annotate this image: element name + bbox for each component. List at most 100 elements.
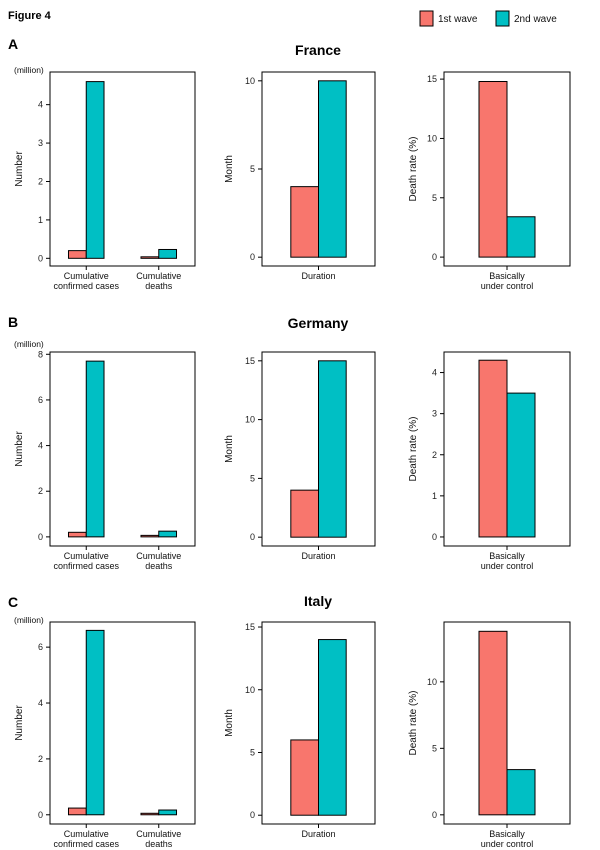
bar-wave1 xyxy=(67,807,87,816)
category-label: Duration xyxy=(301,271,335,281)
bar-wave2 xyxy=(158,809,178,816)
category-label: Cumulative confirmed cases xyxy=(53,829,119,849)
bar-wave2 xyxy=(85,629,105,816)
y-tick-label: 3 xyxy=(38,138,43,148)
category-label: Cumulative deaths xyxy=(136,551,181,571)
category-label: Basically under control xyxy=(481,551,534,571)
y-tick-label: 6 xyxy=(38,395,43,405)
y-axis-label: Month xyxy=(224,709,235,737)
y-tick-label: 10 xyxy=(245,685,255,695)
bar-wave1 xyxy=(478,359,508,538)
y-tick-label: 10 xyxy=(427,677,437,687)
bar-wave2 xyxy=(318,639,347,816)
y-tick-label: 1 xyxy=(432,491,437,501)
chart-panel-6: 0 1 2 3 4 Death rate (%) Basically under contro… xyxy=(408,351,571,571)
y-axis-label: Number xyxy=(14,705,25,741)
bar-wave1 xyxy=(67,531,87,538)
panel-letter: C xyxy=(8,594,18,610)
panel-title: Germany xyxy=(288,315,349,331)
legend: 1st wave 2nd wave xyxy=(419,10,557,27)
bar-wave2 xyxy=(318,80,347,258)
y-axis-label: Number xyxy=(14,431,25,467)
y-axis-label: Number xyxy=(14,151,25,187)
bar-wave1 xyxy=(290,186,320,258)
chart-panel-7: C (million) Italy 0 2 4 6 Number Cumulative confi… xyxy=(8,593,332,849)
bar-wave2 xyxy=(506,392,536,538)
chart-panel-4: B (million) Germany 0 2 4 6 8 Number Cumulative co… xyxy=(8,314,349,571)
chart-panel-2: 0 5 10 Month Duration xyxy=(224,71,376,281)
category-label: Duration xyxy=(301,829,335,839)
y-tick-label: 15 xyxy=(245,622,255,632)
y-tick-label: 6 xyxy=(38,642,43,652)
panel-letter: A xyxy=(8,36,18,52)
y-tick-label: 5 xyxy=(432,193,437,203)
bar-wave1 xyxy=(140,534,160,538)
category-label: Basically under control xyxy=(481,271,534,291)
y-tick-label: 2 xyxy=(38,754,43,764)
y-tick-label: 8 xyxy=(38,349,43,359)
category-label: Cumulative confirmed cases xyxy=(53,551,119,571)
chart-panels: A (million) France 0 1 2 3 4 Number Cumulative con… xyxy=(8,36,571,849)
y-tick-label: 0 xyxy=(38,253,43,263)
y-tick-label: 0 xyxy=(38,810,43,820)
bar-wave1 xyxy=(140,256,160,259)
y-tick-label: 4 xyxy=(38,100,43,110)
category-label: Cumulative deaths xyxy=(136,271,181,291)
y-tick-label: 2 xyxy=(432,450,437,460)
chart-panel-9: 0 5 10 Death rate (%) Basically under control xyxy=(408,621,571,849)
y-tick-label: 4 xyxy=(432,368,437,378)
y-tick-label: 1 xyxy=(38,215,43,225)
y-tick-label: 5 xyxy=(250,747,255,757)
bar-wave1 xyxy=(67,250,87,259)
y-tick-label: 4 xyxy=(38,441,43,451)
panel-title: France xyxy=(295,42,341,58)
y-tick-label: 2 xyxy=(38,176,43,186)
legend-swatch-2 xyxy=(495,10,510,27)
y-tick-label: 15 xyxy=(245,356,255,366)
y-tick-label: 0 xyxy=(432,532,437,542)
panel-letter: B xyxy=(8,314,18,330)
category-label: Cumulative confirmed cases xyxy=(53,271,119,291)
y-tick-label: 0 xyxy=(432,810,437,820)
y-axis-label: Month xyxy=(224,435,235,463)
y-tick-label: 10 xyxy=(427,133,437,143)
bar-wave2 xyxy=(85,360,105,538)
y-tick-label: 4 xyxy=(38,698,43,708)
y-tick-label: 5 xyxy=(432,743,437,753)
bar-wave2 xyxy=(85,81,105,259)
y-axis-label: Month xyxy=(224,155,235,183)
category-label: Cumulative deaths xyxy=(136,829,181,849)
y-tick-label: 0 xyxy=(250,810,255,820)
category-label: Basically under control xyxy=(481,829,534,849)
y-tick-label: 10 xyxy=(245,415,255,425)
chart-panel-8: 0 5 10 15 Month Duration xyxy=(224,621,376,839)
bar-wave1 xyxy=(478,80,508,258)
plot-frame xyxy=(49,621,196,825)
y-tick-label: 2 xyxy=(38,486,43,496)
bar-wave1 xyxy=(290,489,320,538)
y-tick-label: 0 xyxy=(250,252,255,262)
y-axis-label: Death rate (%) xyxy=(408,416,419,481)
unit-note: (million) xyxy=(14,339,44,349)
y-tick-label: 0 xyxy=(38,532,43,542)
legend-label-2: 2nd wave xyxy=(514,14,557,25)
y-tick-label: 5 xyxy=(250,473,255,483)
bar-wave2 xyxy=(158,530,178,538)
legend-label-1: 1st wave xyxy=(438,14,478,25)
legend-swatch-1 xyxy=(419,10,434,27)
y-tick-label: 0 xyxy=(250,532,255,542)
y-tick-label: 10 xyxy=(245,76,255,86)
y-tick-label: 3 xyxy=(432,409,437,419)
bar-wave1 xyxy=(290,739,320,816)
bar-wave2 xyxy=(158,248,178,259)
chart-panel-5: 0 5 10 15 Month Duration xyxy=(224,351,376,561)
bar-wave1 xyxy=(140,812,160,816)
y-tick-label: 15 xyxy=(427,74,437,84)
y-axis-label: Death rate (%) xyxy=(408,690,419,755)
bar-wave2 xyxy=(318,360,347,538)
y-tick-label: 0 xyxy=(432,252,437,262)
category-label: Duration xyxy=(301,551,335,561)
chart-panel-1: A (million) France 0 1 2 3 4 Number Cumulative con… xyxy=(8,36,341,291)
figure-title: Figure 4 xyxy=(8,10,52,22)
